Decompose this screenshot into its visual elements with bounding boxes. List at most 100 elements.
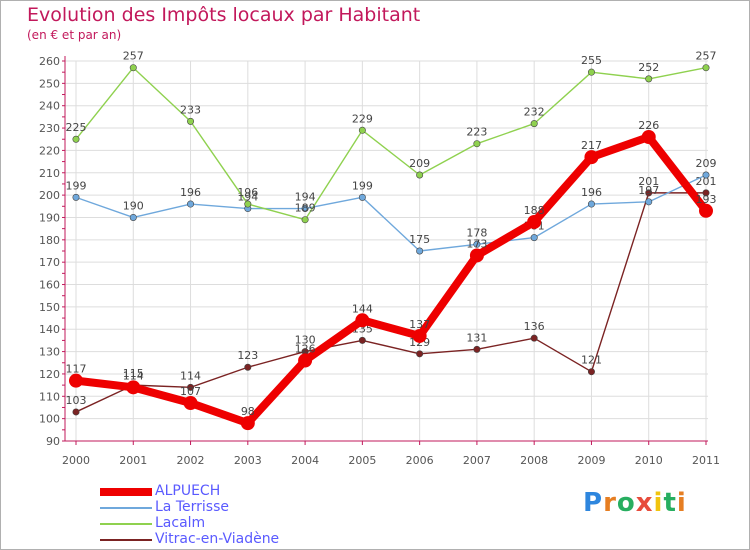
data-label-vitrac-en-viadene: 131 xyxy=(466,331,487,344)
y-tick-label: 100 xyxy=(39,413,60,426)
data-label-lacalm: 229 xyxy=(352,112,373,125)
logo-letter: P xyxy=(583,488,604,518)
legend-swatch-vitrac-en-viadene xyxy=(100,539,152,541)
data-point-la-terrisse xyxy=(358,193,366,201)
data-label-alpuech: 126 xyxy=(295,343,316,356)
x-tick-label: 2006 xyxy=(406,454,434,467)
data-point-alpuech xyxy=(183,396,198,410)
logo-letter: i xyxy=(676,488,687,518)
data-label-la-terrisse: 197 xyxy=(638,184,659,197)
logo-letter: i xyxy=(653,488,664,518)
data-point-la-terrisse xyxy=(301,205,309,213)
y-tick-label: 260 xyxy=(39,55,60,68)
data-point-la-terrisse xyxy=(187,200,195,208)
data-point-lacalm xyxy=(416,171,424,179)
data-point-lacalm xyxy=(244,200,252,208)
y-tick-label: 140 xyxy=(39,323,60,336)
data-point-la-terrisse xyxy=(72,193,80,201)
plot-area xyxy=(65,61,708,441)
y-tick-label: 160 xyxy=(39,279,60,292)
data-label-lacalm: 233 xyxy=(180,103,201,116)
data-point-alpuech xyxy=(240,416,255,431)
data-label-la-terrisse: 178 xyxy=(466,226,487,239)
data-point-vitrac-en-viadene xyxy=(587,368,595,376)
y-tick-label: 130 xyxy=(39,346,60,359)
data-point-vitrac-en-viadene xyxy=(72,408,80,416)
data-point-la-terrisse xyxy=(587,200,595,208)
data-label-la-terrisse: 194 xyxy=(295,191,316,204)
data-point-alpuech xyxy=(584,150,599,165)
x-tick-label: 2008 xyxy=(520,454,548,467)
y-tick-label: 240 xyxy=(39,100,60,113)
data-label-alpuech: 107 xyxy=(180,385,201,398)
data-label-alpuech: 117 xyxy=(66,363,87,376)
data-point-lacalm xyxy=(587,68,595,76)
logo-letter: t xyxy=(663,488,677,518)
data-point-lacalm xyxy=(129,64,137,72)
data-label-alpuech: 188 xyxy=(524,204,545,217)
data-label-lacalm: 189 xyxy=(295,202,316,215)
series-line-alpuech xyxy=(72,133,710,428)
data-point-la-terrisse xyxy=(530,234,538,242)
x-tick-label: 2000 xyxy=(62,454,90,467)
data-point-vitrac-en-viadene xyxy=(473,345,481,353)
logo-letter: o xyxy=(616,488,636,518)
data-point-lacalm xyxy=(702,64,710,72)
y-tick-label: 90 xyxy=(46,435,60,448)
x-tick-label: 2010 xyxy=(635,454,663,467)
y-tick-label: 180 xyxy=(39,234,60,247)
y-tick-label: 250 xyxy=(39,77,60,90)
data-point-alpuech xyxy=(298,353,313,368)
data-label-la-terrisse: 190 xyxy=(123,199,144,212)
data-point-alpuech xyxy=(69,373,83,388)
data-label-la-terrisse: 209 xyxy=(696,157,717,170)
data-label-vitrac-en-viadene: 201 xyxy=(638,175,659,188)
data-label-lacalm: 257 xyxy=(123,50,144,63)
legend-swatch-lacalm xyxy=(100,523,152,525)
x-tick-label: 2007 xyxy=(463,454,491,467)
proxiti-logo: Proxiti xyxy=(583,488,687,518)
data-label-alpuech: 114 xyxy=(123,369,144,382)
data-label-la-terrisse: 196 xyxy=(581,186,602,199)
data-label-alpuech: 193 xyxy=(696,193,717,206)
data-point-alpuech xyxy=(641,130,656,144)
data-label-vitrac-en-viadene: 121 xyxy=(581,354,602,367)
data-point-la-terrisse xyxy=(129,213,137,221)
data-label-lacalm: 232 xyxy=(524,106,545,119)
data-point-alpuech xyxy=(126,380,141,395)
series-line-lacalm xyxy=(75,67,707,221)
logo-letter: r xyxy=(603,488,617,518)
y-tick-label: 210 xyxy=(39,167,60,180)
data-point-vitrac-en-viadene xyxy=(530,334,538,342)
chart-subtitle: (en € et par an) xyxy=(27,28,122,42)
data-label-lacalm: 209 xyxy=(409,157,430,170)
data-label-vitrac-en-viadene: 114 xyxy=(180,369,201,382)
y-tick-label: 150 xyxy=(39,301,60,314)
data-label-vitrac-en-viadene: 130 xyxy=(295,334,316,347)
data-point-alpuech xyxy=(527,214,542,229)
data-label-vitrac-en-viadene: 136 xyxy=(524,320,545,333)
legend-label-vitrac-en-viadene: Vitrac-en-Viadène xyxy=(155,531,280,547)
data-point-lacalm xyxy=(358,126,366,134)
data-label-vitrac-en-viadene: 103 xyxy=(66,394,87,407)
data-label-la-terrisse: 199 xyxy=(352,179,373,192)
x-tick-label: 2005 xyxy=(348,454,376,467)
data-point-vitrac-en-viadene xyxy=(187,383,195,391)
data-point-lacalm xyxy=(645,75,653,83)
data-label-vitrac-en-viadene: 123 xyxy=(237,349,258,362)
data-point-alpuech xyxy=(355,313,370,328)
x-tick-label: 2004 xyxy=(291,454,319,467)
data-point-la-terrisse xyxy=(473,240,481,248)
data-label-vitrac-en-viadene: 115 xyxy=(123,367,144,380)
logo-letter: x xyxy=(635,488,654,518)
data-point-lacalm xyxy=(72,135,80,143)
y-tick-label: 110 xyxy=(39,390,60,403)
data-label-alpuech: 137 xyxy=(409,318,430,331)
x-tick-label: 2002 xyxy=(177,454,205,467)
data-label-alpuech: 173 xyxy=(466,237,487,250)
y-tick-label: 220 xyxy=(39,144,60,157)
data-point-vitrac-en-viadene xyxy=(416,350,424,358)
y-tick-label: 120 xyxy=(39,368,60,381)
data-label-alpuech: 144 xyxy=(352,302,373,315)
